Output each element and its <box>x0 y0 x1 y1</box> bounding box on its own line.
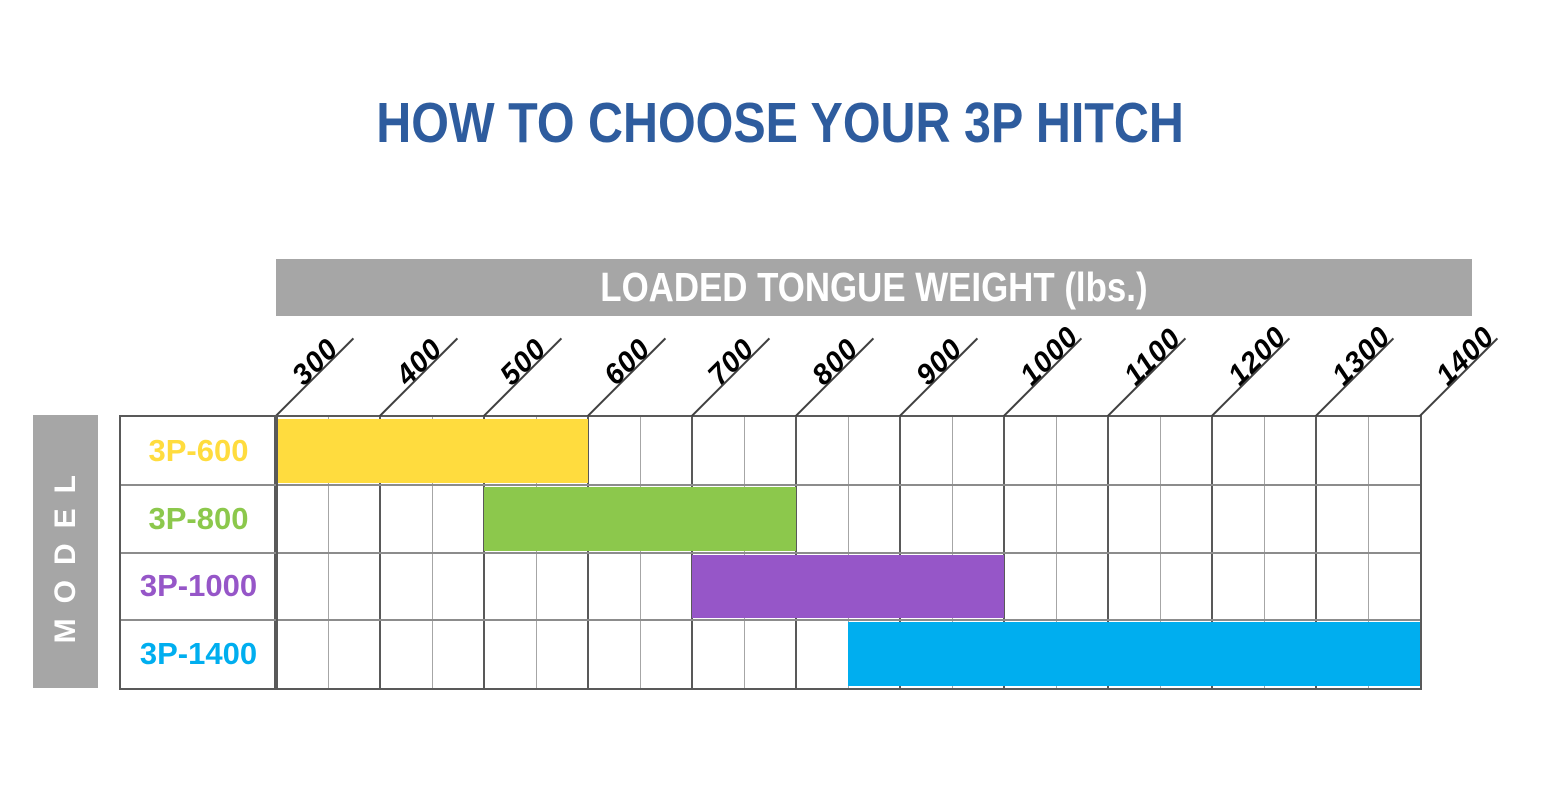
model-label-3p-800: 3P-800 <box>148 500 249 536</box>
x-tick-label: 1200 <box>1222 320 1294 392</box>
grid-row-line <box>276 551 1420 554</box>
x-tick-label: 300 <box>286 332 346 392</box>
x-tick-label: 1300 <box>1326 320 1398 392</box>
y-axis-title-band: MODEL <box>33 415 98 688</box>
range-bar-3p-1400 <box>848 622 1420 686</box>
x-axis-title-text: LOADED TONGUE WEIGHT (lbs.) <box>600 264 1148 310</box>
model-column-row-line <box>121 551 276 554</box>
model-label-3p-1400: 3P-1400 <box>139 636 258 672</box>
x-tick-label: 600 <box>598 332 658 392</box>
grid-row-line <box>276 619 1420 622</box>
range-bar-3p-800 <box>484 486 796 551</box>
x-tick-label: 400 <box>390 332 450 392</box>
x-tick-label: 1400 <box>1430 320 1502 392</box>
x-tick-label: 700 <box>702 332 762 392</box>
page-title-text: HOW TO CHOOSE YOUR 3P HITCH <box>376 91 1184 155</box>
x-axis-title-band: LOADED TONGUE WEIGHT (lbs.) <box>276 259 1472 316</box>
range-bar-3p-1000 <box>692 554 1004 619</box>
model-column-row-line <box>121 483 276 486</box>
model-label-3p-600: 3P-600 <box>148 432 249 468</box>
model-label-3p-1000: 3P-1000 <box>139 568 258 604</box>
x-tick-label: 800 <box>806 332 866 392</box>
model-column-row-line <box>121 619 276 622</box>
range-bar-3p-600 <box>276 419 588 483</box>
x-tick-label: 1100 <box>1118 322 1188 392</box>
x-tick-label: 500 <box>494 332 554 392</box>
x-tick-label: 1000 <box>1014 320 1086 392</box>
grid-row-line <box>276 483 1420 486</box>
model-column-border <box>119 415 278 690</box>
grid-border <box>274 415 1422 690</box>
page-title: HOW TO CHOOSE YOUR 3P HITCH <box>0 92 1550 169</box>
x-tick-label: 900 <box>910 332 970 392</box>
